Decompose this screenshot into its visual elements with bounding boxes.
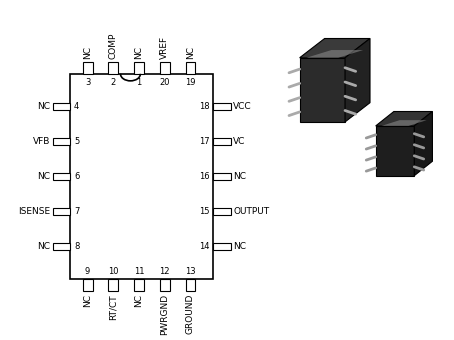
Bar (53, 138, 70, 145)
Bar (186, 62, 196, 74)
Bar (160, 279, 170, 291)
Text: NC: NC (83, 46, 92, 59)
Text: 14: 14 (199, 242, 210, 251)
Text: 9: 9 (85, 267, 90, 276)
Text: 17: 17 (199, 137, 210, 146)
Text: 10: 10 (108, 267, 118, 276)
Bar (186, 279, 196, 291)
Bar (134, 279, 144, 291)
Text: 11: 11 (134, 267, 144, 276)
Bar (53, 103, 70, 110)
Polygon shape (300, 58, 345, 122)
Bar (160, 62, 170, 74)
Bar (134, 62, 144, 74)
Text: 2: 2 (111, 78, 116, 87)
Text: NC: NC (37, 172, 50, 181)
Text: 12: 12 (159, 267, 170, 276)
Text: VFB: VFB (33, 137, 50, 146)
Text: RT/CT: RT/CT (109, 294, 118, 320)
Bar (70, 74, 213, 279)
Text: 20: 20 (159, 78, 170, 87)
Text: 13: 13 (185, 267, 196, 276)
Bar (108, 279, 118, 291)
Text: OUTPUT: OUTPUT (233, 207, 270, 216)
Text: NC: NC (186, 46, 195, 59)
Text: NC: NC (37, 242, 50, 251)
Polygon shape (300, 38, 370, 58)
Polygon shape (381, 120, 427, 126)
Text: NC: NC (233, 172, 247, 181)
Polygon shape (345, 38, 370, 122)
Text: 16: 16 (199, 172, 210, 181)
Text: ISENSE: ISENSE (18, 207, 50, 216)
Bar (108, 62, 118, 74)
Polygon shape (375, 112, 432, 126)
Text: COMP: COMP (109, 33, 118, 59)
Bar (213, 103, 231, 110)
Text: 7: 7 (74, 207, 79, 216)
Bar (53, 208, 70, 215)
Text: 3: 3 (85, 78, 90, 87)
Text: VC: VC (233, 137, 246, 146)
Bar (83, 62, 93, 74)
Text: 1: 1 (136, 78, 142, 87)
Text: VCC: VCC (233, 102, 252, 111)
Bar (213, 173, 231, 180)
Text: 6: 6 (74, 172, 79, 181)
Polygon shape (375, 126, 414, 176)
Text: GROUND: GROUND (186, 294, 195, 334)
Polygon shape (414, 112, 432, 176)
Text: 5: 5 (74, 137, 79, 146)
Polygon shape (306, 50, 363, 58)
Bar (213, 208, 231, 215)
Text: NC: NC (134, 294, 143, 307)
Text: 18: 18 (199, 102, 210, 111)
Bar (213, 243, 231, 250)
Text: VREF: VREF (160, 36, 169, 59)
Text: NC: NC (233, 242, 247, 251)
Bar (53, 173, 70, 180)
Text: 19: 19 (185, 78, 196, 87)
Text: NC: NC (83, 294, 92, 307)
Text: 15: 15 (199, 207, 210, 216)
Bar (53, 243, 70, 250)
Text: NC: NC (134, 46, 143, 59)
Text: 4: 4 (74, 102, 79, 111)
Bar (213, 138, 231, 145)
Text: 8: 8 (74, 242, 79, 251)
Text: PWRGND: PWRGND (160, 294, 169, 335)
Text: NC: NC (37, 102, 50, 111)
Bar (83, 279, 93, 291)
